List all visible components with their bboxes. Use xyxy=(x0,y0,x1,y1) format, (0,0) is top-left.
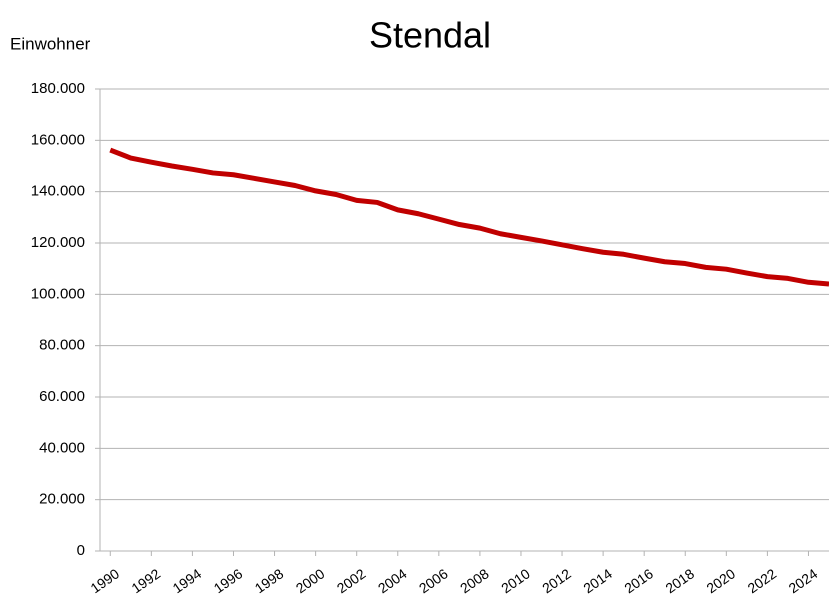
y-tick-label: 0 xyxy=(77,542,85,559)
x-tick-label: 2004 xyxy=(375,565,410,596)
y-axis-label: Einwohner xyxy=(10,34,91,53)
x-tick-label: 1998 xyxy=(252,565,287,596)
x-tick-label: 1992 xyxy=(128,565,163,596)
x-tick-label: 2002 xyxy=(334,565,369,596)
x-tick-label: 2016 xyxy=(621,565,656,596)
x-tick-label: 2010 xyxy=(498,565,533,596)
x-tick-label: 2008 xyxy=(457,565,492,596)
x-tick-label: 2012 xyxy=(539,565,574,596)
x-tick-label: 1994 xyxy=(170,565,205,596)
x-tick-label: 2020 xyxy=(703,565,738,596)
chart-title: Stendal xyxy=(369,15,491,56)
y-tick-label: 140.000 xyxy=(31,183,85,200)
y-tick-label: 100.000 xyxy=(31,285,85,302)
x-tick-label: 1990 xyxy=(87,565,122,596)
y-tick-label: 180.000 xyxy=(31,80,85,97)
y-tick-label: 160.000 xyxy=(31,131,85,148)
x-tick-label: 2024 xyxy=(786,565,821,596)
x-tick-label: 2022 xyxy=(745,565,780,596)
y-tick-label: 20.000 xyxy=(39,491,85,508)
x-tick-label: 1996 xyxy=(211,565,246,596)
x-tick-label: 2000 xyxy=(293,565,328,596)
data-line xyxy=(109,147,829,287)
x-tick-label: 2006 xyxy=(416,565,451,596)
y-tick-label: 60.000 xyxy=(39,388,85,405)
y-tick-label: 40.000 xyxy=(39,439,85,456)
y-tick-label: 120.000 xyxy=(31,234,85,251)
x-tick-label: 2014 xyxy=(580,565,615,596)
y-tick-label: 80.000 xyxy=(39,337,85,354)
x-tick-label: 2018 xyxy=(662,565,697,596)
